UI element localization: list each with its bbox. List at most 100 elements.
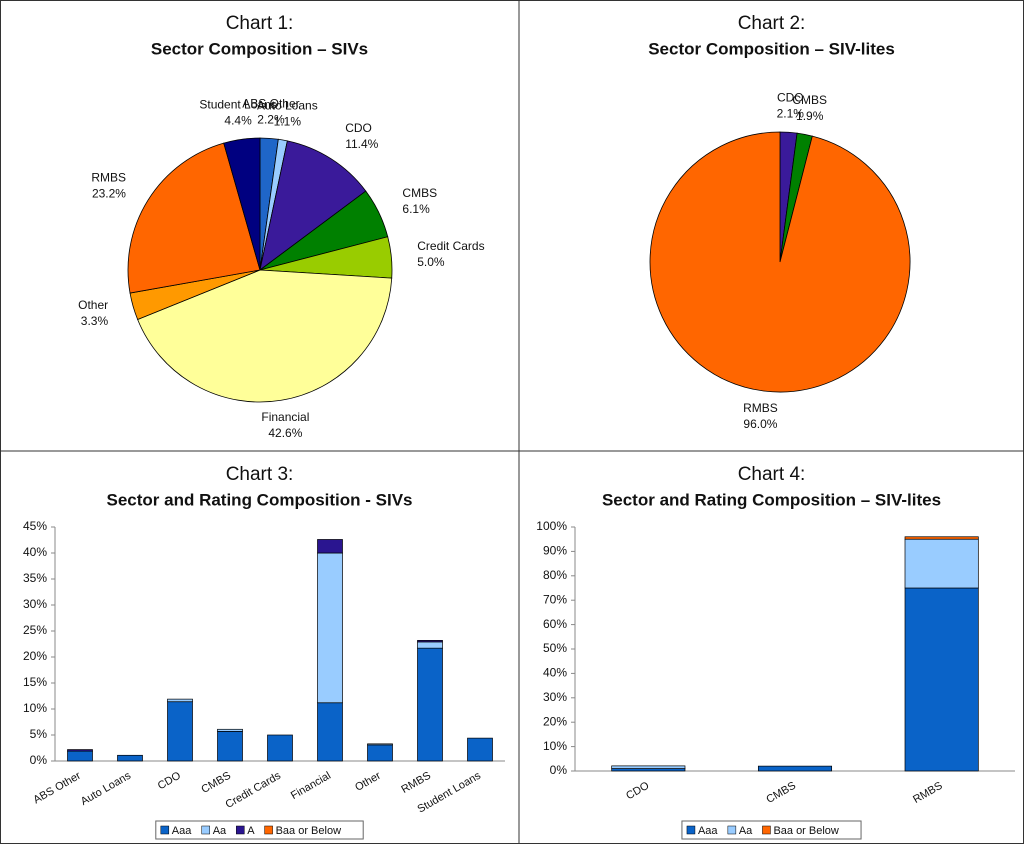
slice-label: Financial [261, 410, 309, 424]
y-tick-label: 25% [23, 623, 47, 637]
legend-swatch [762, 825, 771, 835]
slice-value-label: 42.6% [268, 426, 302, 440]
bar-segment [904, 536, 979, 540]
chart-title: Chart 2: [738, 13, 806, 34]
legend-swatch [160, 825, 170, 835]
y-tick-label: 10% [23, 701, 47, 715]
slice-label: CDO [777, 91, 804, 105]
slice-value-label: 5.0% [417, 255, 445, 269]
y-tick-label: 80% [543, 568, 567, 582]
bar-segment [757, 765, 833, 772]
slice-value-label: 96.0% [743, 417, 777, 431]
slice-value-label: 2.1% [777, 107, 805, 121]
bar-segment [217, 728, 243, 732]
slice-label: CMBS [402, 186, 437, 200]
bar-segment [904, 587, 979, 772]
bar-segment [611, 768, 686, 772]
legend-swatch [236, 825, 245, 835]
y-tick-label: 50% [543, 641, 567, 655]
x-tick-label: CMBS [199, 770, 233, 796]
x-tick-label: CMBS [764, 780, 798, 806]
bar-segment [467, 737, 493, 762]
bar-segment [417, 641, 443, 649]
y-tick-label: 70% [543, 592, 567, 606]
slice-value-label: 1.9% [796, 109, 824, 123]
bar-segment [267, 734, 293, 762]
x-tick-label: RMBS [399, 770, 433, 796]
y-tick-label: 60% [543, 617, 567, 631]
x-tick-label: CDO [624, 780, 652, 803]
legend-box [681, 820, 862, 840]
bar-segment [367, 744, 393, 762]
y-tick-label: 40% [23, 545, 47, 559]
y-tick-label: 100% [536, 519, 567, 533]
pie-slice [223, 137, 261, 271]
chart-title: Chart 3: [226, 464, 294, 485]
slice-value-label: 3.3% [81, 314, 109, 328]
bar-segment [611, 765, 686, 769]
slice-label: CDO [345, 121, 372, 135]
y-tick-label: 40% [543, 666, 567, 680]
bar-segment [417, 647, 443, 762]
legend-label: Baa or Below [773, 825, 838, 837]
pie-slice [649, 131, 911, 393]
y-tick-label: 5% [30, 727, 48, 741]
chart-subtitle: Sector and Rating Composition - SIVs [106, 490, 412, 509]
legend-label: A [247, 825, 255, 837]
bar-segment [167, 698, 193, 703]
x-tick-label: Financial [289, 770, 333, 802]
x-tick-label: Other [353, 770, 383, 794]
legend-swatch [264, 825, 273, 835]
y-tick-label: 30% [23, 597, 47, 611]
chart-subtitle: Sector Composition – SIV-lites [648, 39, 895, 58]
slice-label: RMBS [91, 170, 126, 184]
y-tick-label: 35% [23, 571, 47, 585]
slice-label: ABS Other [242, 97, 299, 111]
pie-slice [137, 269, 393, 403]
pie-slice [127, 142, 261, 294]
slice-value-label: 6.1% [402, 202, 430, 216]
chart-title: Chart 1: [226, 13, 294, 34]
x-tick-label: Auto Loans [79, 769, 134, 807]
legend-label: Aa [739, 825, 753, 837]
slice-label: Auto Loans [257, 99, 318, 113]
pie-slice [259, 140, 367, 271]
legend-swatch [201, 825, 210, 835]
bar-segment [317, 552, 343, 704]
y-tick-label: 30% [543, 690, 567, 704]
chart-subtitle: Sector Composition – SIVs [151, 39, 368, 58]
slice-value-label: 11.4% [345, 137, 378, 151]
slice-label: Student Loans [199, 98, 276, 112]
legend-label: Aaa [172, 825, 192, 837]
legend-swatch [686, 825, 696, 835]
slice-value-label: 4.4% [224, 114, 252, 128]
bar-segment [317, 702, 343, 762]
y-tick-label: 20% [543, 714, 567, 728]
legend-label: Aa [213, 825, 227, 837]
bar-segment [417, 640, 443, 643]
slice-label: Credit Cards [417, 239, 484, 253]
y-tick-label: 0% [30, 753, 48, 767]
bar-segment [367, 743, 393, 746]
legend-box [155, 820, 364, 840]
slice-value-label: 2.2% [257, 113, 285, 127]
x-tick-label: Credit Cards [223, 769, 283, 811]
x-tick-label: CDO [156, 770, 184, 793]
x-tick-label: ABS Other [31, 770, 83, 807]
bar-segment [117, 754, 143, 762]
legend-swatch [727, 825, 737, 835]
x-tick-label: RMBS [911, 780, 945, 806]
slice-value-label: 23.2% [92, 186, 126, 200]
legend-label: Baa or Below [276, 825, 341, 837]
slice-label: CMBS [792, 93, 827, 107]
bar-segment [317, 539, 343, 554]
bar-segment [217, 731, 243, 762]
bar-segment [167, 701, 193, 762]
y-tick-label: 0% [550, 763, 568, 777]
slice-value-label: 1.1% [274, 115, 302, 129]
y-tick-label: 20% [23, 649, 47, 663]
bar-segment [67, 750, 93, 762]
y-tick-label: 90% [543, 544, 567, 558]
